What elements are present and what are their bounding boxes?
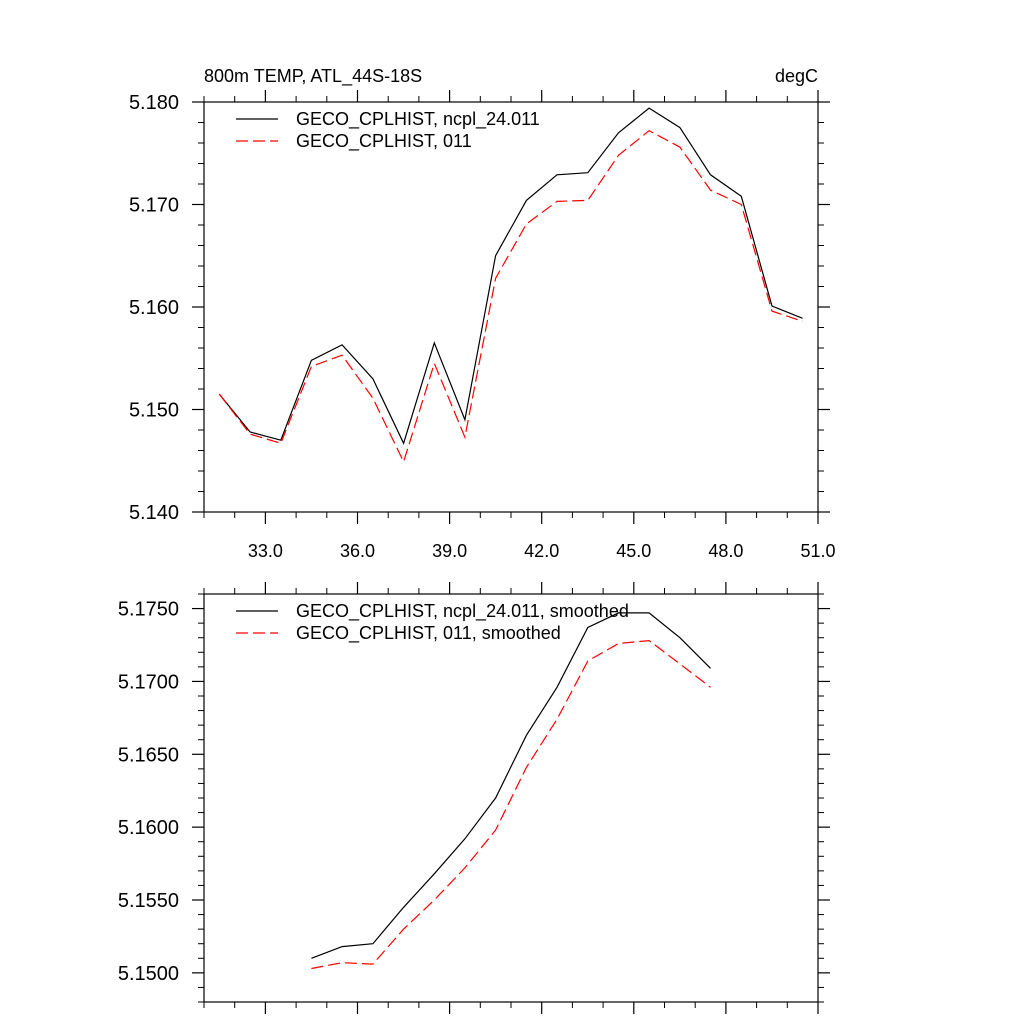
- y-tick-label: 5.1750: [118, 599, 179, 621]
- series-lines: [311, 612, 711, 970]
- series-line-solid: [218, 107, 803, 445]
- tick-labels: 5.1500 5.1550 5.1600 5.1650 5.1700 5.1750: [118, 599, 179, 985]
- series-line-solid: [311, 612, 711, 959]
- series-lines: [218, 107, 803, 464]
- y-tick-label: 5.170: [129, 195, 179, 217]
- legend: GECO_CPLHIST, ncpl_24.011 GECO_CPLHIST, …: [236, 109, 540, 152]
- tick-marks: [192, 582, 830, 1014]
- legend-entry: GECO_CPLHIST, 011: [296, 131, 472, 152]
- tick-marks: [192, 90, 830, 524]
- chart-title: 800m TEMP, ATL_44S-18S: [204, 66, 422, 87]
- x-tick-label: 39.0: [432, 541, 467, 561]
- legend-entry: GECO_CPLHIST, 011, smoothed: [296, 623, 561, 644]
- x-tick-label: 45.0: [616, 541, 651, 561]
- legend-entry: GECO_CPLHIST, ncpl_24.011, smoothed: [296, 601, 629, 622]
- y-tick-label: 5.180: [129, 92, 179, 114]
- y-tick-label: 5.1650: [118, 744, 179, 766]
- y-tick-label: 5.140: [129, 502, 179, 524]
- y-tick-label: 5.150: [129, 400, 179, 422]
- y-tick-label: 5.1700: [118, 671, 179, 693]
- series-line-dashed: [311, 639, 711, 970]
- units-label: degC: [775, 66, 818, 86]
- x-tick-label: 33.0: [248, 541, 283, 561]
- tick-labels: 33.0 36.0 39.0 42.0 45.0 48.0 51.0 5.140 5.150 5.…: [129, 92, 836, 561]
- top-panel: 800m TEMP, ATL_44S-18S degC 33.0 36.0 39.0…: [129, 66, 836, 561]
- bottom-panel: 5.1500 5.1550 5.1600 5.1650 5.1700 5.1750 GEC…: [118, 582, 830, 1014]
- legend-entry: GECO_CPLHIST, ncpl_24.011: [296, 109, 540, 130]
- x-tick-label: 48.0: [708, 541, 743, 561]
- y-tick-label: 5.160: [129, 297, 179, 319]
- x-tick-label: 51.0: [800, 541, 835, 561]
- legend: GECO_CPLHIST, ncpl_24.011, smoothed GECO…: [236, 601, 629, 644]
- x-tick-label: 36.0: [340, 541, 375, 561]
- series-line-dashed: [218, 129, 803, 464]
- y-tick-label: 5.1500: [118, 963, 179, 985]
- y-tick-label: 5.1550: [118, 890, 179, 912]
- x-tick-label: 42.0: [524, 541, 559, 561]
- axes-frame: [203, 101, 819, 513]
- y-tick-label: 5.1600: [118, 817, 179, 839]
- plot-frame: [203, 101, 819, 513]
